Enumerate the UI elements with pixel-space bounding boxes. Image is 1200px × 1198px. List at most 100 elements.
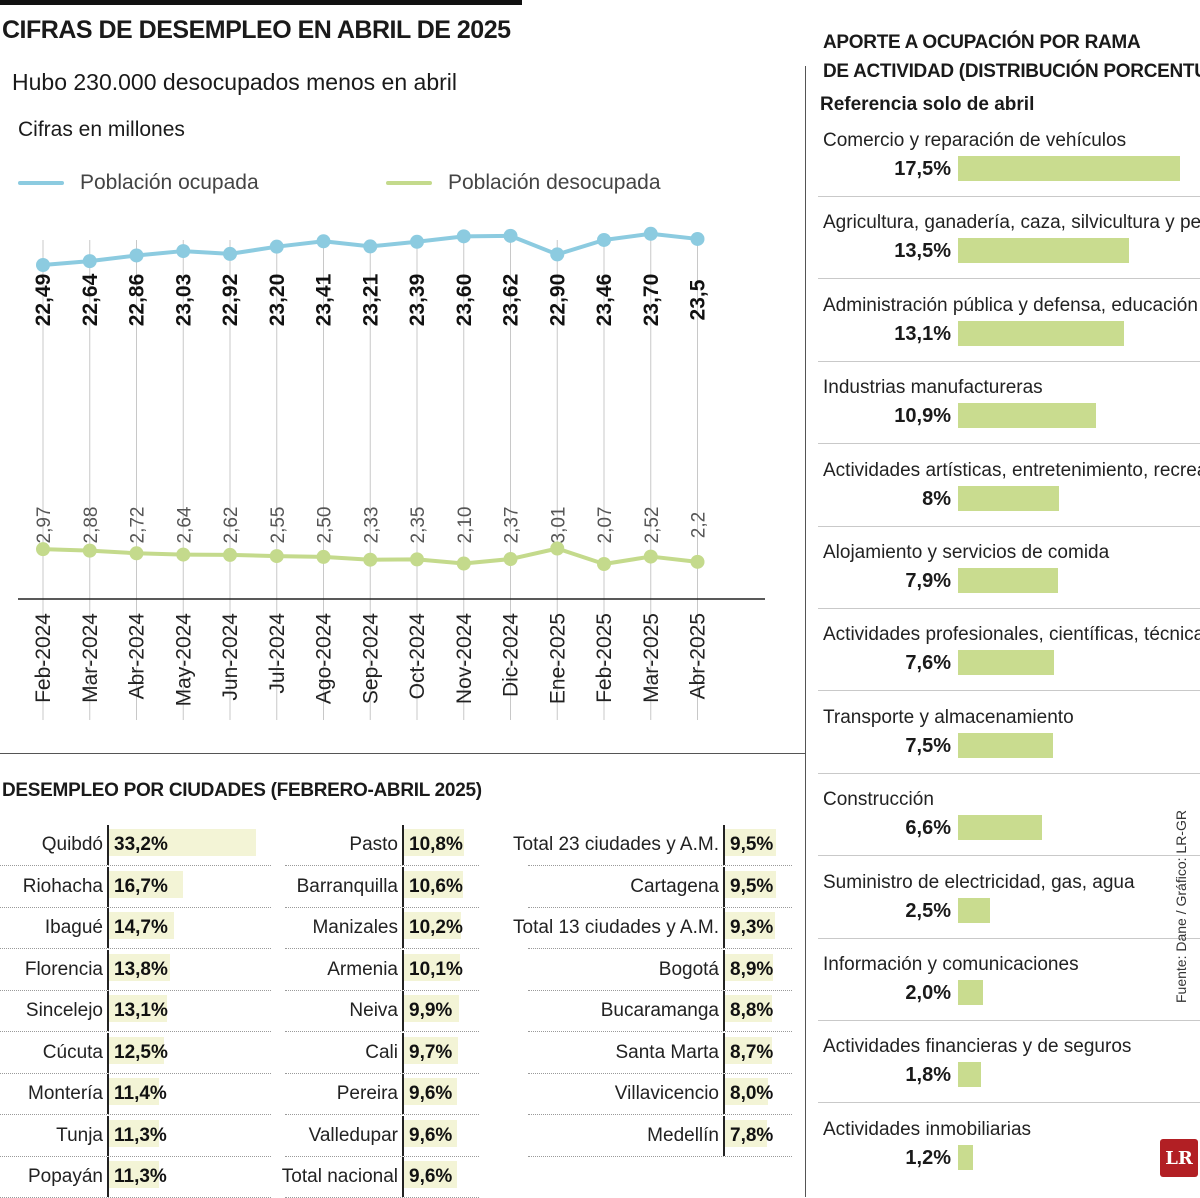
page-title: CIFRAS DE DESEMPLEO EN ABRIL DE 2025 xyxy=(2,16,511,44)
data-point-ocupada xyxy=(503,228,518,243)
units-note: Cifras en millones xyxy=(18,118,185,141)
city-row: Pereira 9,6% xyxy=(285,1074,479,1115)
city-bar xyxy=(725,953,773,981)
data-label-desocupada: 2,55 xyxy=(268,507,289,544)
city-row: Valledupar 9,6% xyxy=(285,1115,479,1157)
city-separator xyxy=(402,1032,404,1073)
data-point-desocupada xyxy=(597,557,611,571)
city-separator xyxy=(402,1157,404,1197)
sector-value: 1,8% xyxy=(905,1064,951,1087)
x-tick-label: Feb-2025 xyxy=(593,613,616,703)
x-tick-label: Ene-2025 xyxy=(546,613,569,704)
data-label-ocupada: 23,70 xyxy=(640,274,663,327)
data-label-desocupada: 2,62 xyxy=(221,507,242,544)
city-name: Tunja xyxy=(56,1124,103,1146)
city-row: Cali 9,7% xyxy=(285,1032,479,1074)
sector-separator xyxy=(818,443,1200,445)
city-row: Montería 11,4% xyxy=(0,1074,271,1115)
city-bar xyxy=(725,1119,767,1147)
city-separator xyxy=(723,908,725,948)
city-separator xyxy=(402,866,404,907)
city-row: Total 13 ciudades y A.M. 9,3% xyxy=(513,908,792,949)
data-label-desocupada: 2,07 xyxy=(595,507,616,544)
data-label-ocupada: 22,92 xyxy=(219,274,242,327)
sectors-title-line-1: APORTE A OCUPACIÓN POR RAMA xyxy=(823,32,1141,53)
city-separator xyxy=(107,1115,109,1156)
city-separator xyxy=(107,1074,109,1114)
city-value: 7,8% xyxy=(730,1124,774,1146)
data-point-desocupada xyxy=(643,549,658,564)
sector-value: 13,5% xyxy=(894,240,951,263)
cities-section-title: DESEMPLEO POR CIUDADES (FEBRERO-ABRIL 20… xyxy=(2,780,482,801)
city-separator xyxy=(402,908,404,948)
sector-label: Comercio y reparación de vehículos xyxy=(823,130,1127,151)
city-bar xyxy=(404,1078,458,1105)
city-row: Cartagena 9,5% xyxy=(528,866,792,908)
legend-swatch-desocupada xyxy=(386,181,432,185)
subtitle: Hubo 230.000 desocupados menos en abril xyxy=(12,69,457,95)
x-tick-label: Feb-2024 xyxy=(32,613,55,703)
section-divider xyxy=(0,753,805,754)
x-tick-label: Abr-2024 xyxy=(126,613,149,700)
data-point-ocupada xyxy=(36,258,50,272)
sector-label: Actividades financieras y de seguros xyxy=(823,1036,1132,1058)
sector-value: 10,9% xyxy=(894,405,951,428)
city-bar xyxy=(725,1036,772,1064)
sector-label: Actividades inmobiliarias xyxy=(823,1118,1032,1140)
city-value: 9,5% xyxy=(730,834,774,855)
data-label-desocupada: 2,37 xyxy=(502,507,523,544)
data-label-ocupada: 23,62 xyxy=(500,274,523,327)
x-tick-label: Jun-2024 xyxy=(219,613,242,701)
sector-bar xyxy=(958,815,1042,841)
sector-separator xyxy=(818,1020,1200,1021)
city-value: 10,8% xyxy=(409,834,463,855)
sector-separator xyxy=(818,690,1200,692)
sector-bar xyxy=(958,897,990,923)
data-point-ocupada xyxy=(363,239,378,254)
city-separator xyxy=(723,949,725,990)
city-value: 9,5% xyxy=(730,875,774,897)
city-bar xyxy=(109,1036,165,1064)
city-name: Manizales xyxy=(312,917,398,938)
city-separator xyxy=(723,1074,725,1114)
city-name: Pasto xyxy=(349,834,398,855)
city-row: Bogotá 8,9% xyxy=(528,949,792,991)
city-separator xyxy=(723,1032,725,1073)
city-bar xyxy=(725,870,776,898)
source-note: Fuente: Dane / Gráfico: LR-GR xyxy=(1173,810,1189,1003)
city-separator xyxy=(402,1074,404,1114)
city-value: 9,6% xyxy=(409,1083,453,1104)
sector-value: 8% xyxy=(922,487,951,510)
sector-separator xyxy=(818,360,1200,362)
city-bar xyxy=(404,870,463,898)
data-point-ocupada xyxy=(82,254,97,269)
sector-separator xyxy=(818,525,1200,527)
sector-bar xyxy=(958,1062,981,1088)
sectors-title-line-2: DE ACTIVIDAD (DISTRIBUCIÓN PORCENTUAL) xyxy=(823,61,1200,82)
data-label-desocupada: 2,50 xyxy=(315,507,336,544)
city-bar xyxy=(725,995,773,1022)
city-row: Total 23 ciudades y A.M. 9,5% xyxy=(513,825,792,866)
city-bar xyxy=(404,953,461,981)
city-name: Santa Marta xyxy=(615,1041,720,1063)
city-name: Total nacional xyxy=(281,1166,398,1187)
sector-separator xyxy=(818,937,1200,939)
city-name: Popayán xyxy=(27,1166,103,1187)
sector-value: 17,5% xyxy=(894,158,951,180)
data-label-ocupada: 23,5 xyxy=(687,279,710,320)
city-name: Riohacha xyxy=(22,875,103,897)
sector-value: 13,1% xyxy=(894,322,951,345)
data-label-desocupada: 2,72 xyxy=(128,507,149,544)
data-point-ocupada xyxy=(223,246,237,261)
city-value: 10,1% xyxy=(409,958,463,980)
city-separator xyxy=(723,866,725,907)
city-bar xyxy=(404,912,461,939)
city-value: 8,8% xyxy=(730,1000,774,1021)
city-name: Total 23 ciudades y A.M. xyxy=(513,834,719,855)
sector-separator xyxy=(818,196,1200,197)
data-point-ocupada xyxy=(129,248,144,263)
city-row: Barranquilla 10,6% xyxy=(285,866,479,908)
data-label-ocupada: 23,20 xyxy=(266,274,289,327)
x-tick-label: Dic-2024 xyxy=(500,613,523,697)
data-label-desocupada: 2,35 xyxy=(408,507,429,544)
